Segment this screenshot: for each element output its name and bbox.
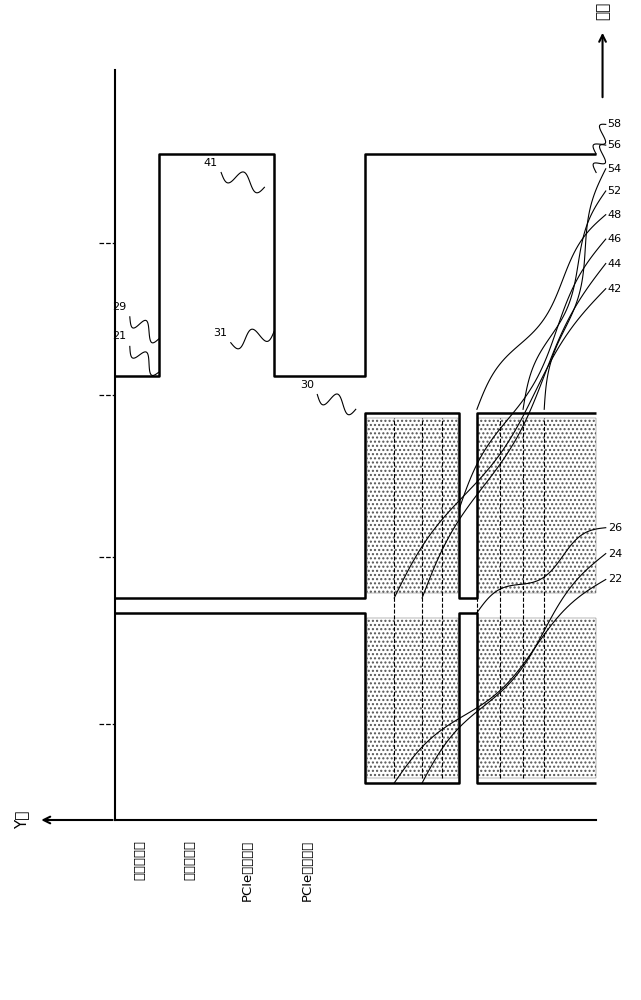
Text: 52: 52 — [608, 186, 622, 196]
Text: 31: 31 — [213, 328, 228, 338]
Text: 30: 30 — [300, 380, 314, 390]
Text: 56: 56 — [608, 140, 622, 150]
Text: 44: 44 — [608, 259, 622, 269]
Text: 22: 22 — [608, 574, 622, 584]
Bar — [478, 618, 596, 778]
Text: PCIe链路活动: PCIe链路活动 — [241, 840, 254, 901]
Text: 42: 42 — [608, 284, 622, 294]
Bar — [478, 418, 596, 593]
Text: 58: 58 — [608, 119, 622, 129]
Text: 26: 26 — [608, 523, 622, 533]
Text: 处理器活动: 处理器活动 — [133, 840, 146, 880]
Text: 29: 29 — [112, 302, 126, 312]
Text: 41: 41 — [204, 158, 218, 168]
Bar — [367, 618, 458, 778]
Text: Y轴: Y轴 — [14, 811, 29, 829]
Text: 时间: 时间 — [595, 2, 610, 20]
Text: 48: 48 — [608, 210, 622, 220]
Text: 处理器空闲: 处理器空闲 — [183, 840, 196, 880]
Bar — [367, 418, 458, 593]
Text: 24: 24 — [608, 549, 622, 559]
Text: PCIe链路空闲: PCIe链路空闲 — [301, 840, 314, 901]
Text: 46: 46 — [608, 234, 622, 244]
Text: 54: 54 — [608, 164, 622, 174]
Text: 21: 21 — [112, 331, 126, 341]
